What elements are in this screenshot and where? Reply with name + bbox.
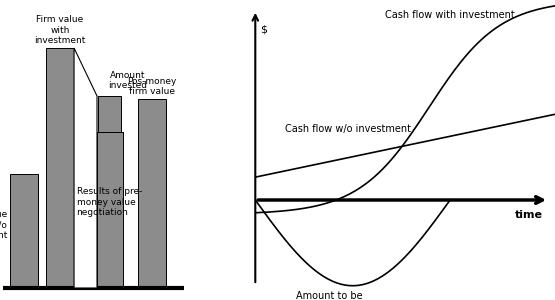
Text: Amount to be
invested: Amount to be invested [296, 291, 362, 300]
Text: Results of pre-
money value
negotiation: Results of pre- money value negotiation [77, 187, 142, 217]
Text: Firm value
with
investment: Firm value with investment [34, 15, 85, 45]
Text: Pos-money
firm value: Pos-money firm value [127, 76, 176, 96]
Text: Amount
invested: Amount invested [108, 70, 147, 90]
Text: Cash flow with investment: Cash flow with investment [385, 10, 515, 20]
Text: Cash flow w/o investment: Cash flow w/o investment [285, 124, 411, 134]
Polygon shape [74, 48, 97, 288]
Text: time: time [515, 210, 543, 220]
Bar [97, 132, 123, 288]
Bar [46, 48, 74, 288]
Bar [98, 96, 122, 132]
Bar [10, 174, 38, 288]
Text: $: $ [260, 24, 267, 34]
Bar [138, 99, 166, 288]
Text: Firm value
w/o
investment: Firm value w/o investment [0, 210, 8, 240]
